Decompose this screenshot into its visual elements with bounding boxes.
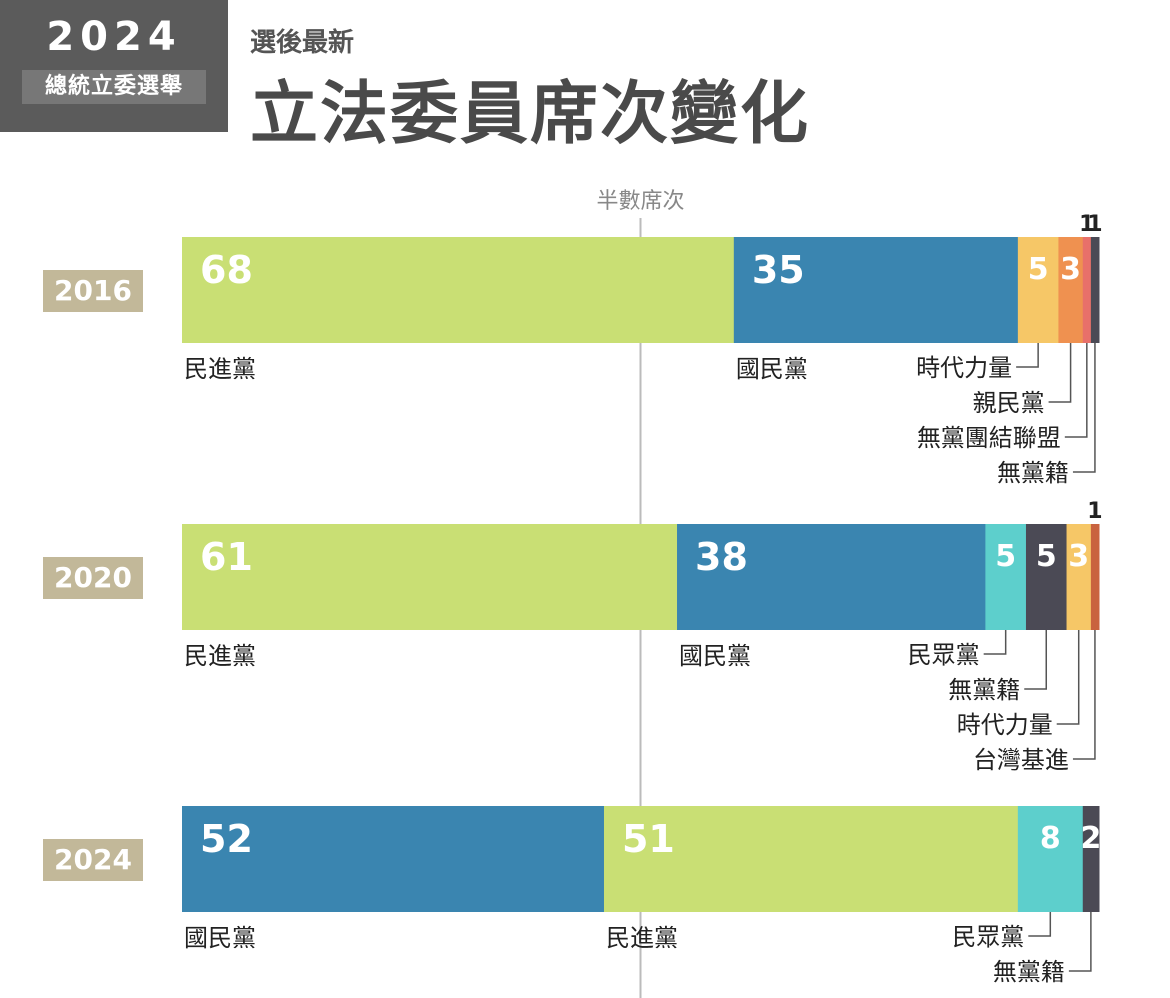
bar-segment (1066, 524, 1092, 630)
value-label: 35 (752, 248, 805, 292)
callout-line (1068, 912, 1092, 972)
callout-label: 無黨籍 (997, 459, 1069, 487)
callout-line (983, 630, 1007, 655)
callout-label: 民眾黨 (952, 923, 1024, 951)
party-label: 國民黨 (184, 924, 256, 952)
callout-line (1024, 630, 1048, 690)
bar-segment (1058, 237, 1084, 343)
page-title: 立法委員席次變化 (250, 75, 811, 154)
bar-segment (985, 524, 1027, 630)
election-logo: 2024 總統立委選舉 (0, 0, 228, 132)
logo-subtitle: 總統立委選舉 (22, 70, 206, 104)
bar-segment (1090, 237, 1100, 343)
value-label: 5 (1028, 252, 1049, 287)
value-label: 8 (1040, 821, 1061, 856)
callout-label: 時代力量 (916, 354, 1012, 382)
value-label: 38 (695, 535, 748, 579)
logo-year: 2024 (46, 14, 182, 60)
callout-line (1056, 630, 1080, 725)
value-label: 1 (1087, 499, 1102, 524)
callout-line (1072, 343, 1096, 473)
year-badge: 2020 (43, 557, 143, 599)
bar-segment (1090, 524, 1100, 630)
callout-label: 親民黨 (973, 389, 1045, 417)
party-label: 民進黨 (184, 355, 256, 383)
value-label: 5 (995, 539, 1016, 574)
value-label: 61 (200, 535, 253, 579)
value-label: 51 (622, 817, 675, 861)
party-label: 國民黨 (679, 642, 751, 670)
value-label: 68 (200, 248, 253, 292)
callout-label: 時代力量 (957, 711, 1053, 739)
callout-line (1064, 343, 1088, 438)
bar-segment (603, 806, 1019, 912)
year-badge: 2016 (43, 270, 143, 312)
callout-label: 民眾黨 (908, 641, 980, 669)
bar-segment (1017, 806, 1084, 912)
callout-label: 無黨籍 (993, 958, 1065, 986)
value-label: 1 (1087, 212, 1102, 237)
bar-segment (1017, 237, 1059, 343)
year-badge: 2024 (43, 839, 143, 881)
callout-label: 無黨團結聯盟 (917, 424, 1061, 452)
bar-segment (1082, 806, 1100, 912)
callout-label: 台灣基進 (973, 746, 1069, 774)
callout-line (1072, 630, 1096, 760)
value-label: 52 (200, 817, 253, 861)
callout-line (1016, 343, 1039, 368)
bar-segment (1082, 237, 1092, 343)
party-label: 民進黨 (184, 642, 256, 670)
value-label: 1 (1079, 212, 1094, 237)
value-label: 5 (1036, 539, 1057, 574)
midline-label: 半數席次 (596, 189, 684, 214)
bar-segment (1025, 524, 1068, 630)
page-subtitle: 選後最新 (250, 28, 355, 58)
value-label: 3 (1060, 252, 1081, 287)
callout-line (1048, 343, 1072, 403)
party-label: 民進黨 (606, 924, 678, 952)
callout-line (1028, 912, 1052, 937)
bar-segment (182, 524, 678, 630)
value-label: 3 (1068, 539, 1089, 574)
bar-segment (733, 237, 1019, 343)
party-label: 國民黨 (736, 355, 808, 383)
bar-segment (182, 806, 605, 912)
bar-segment (677, 524, 986, 630)
value-label: 2 (1080, 821, 1101, 856)
callout-label: 無黨籍 (948, 676, 1020, 704)
bar-segment (182, 237, 735, 343)
